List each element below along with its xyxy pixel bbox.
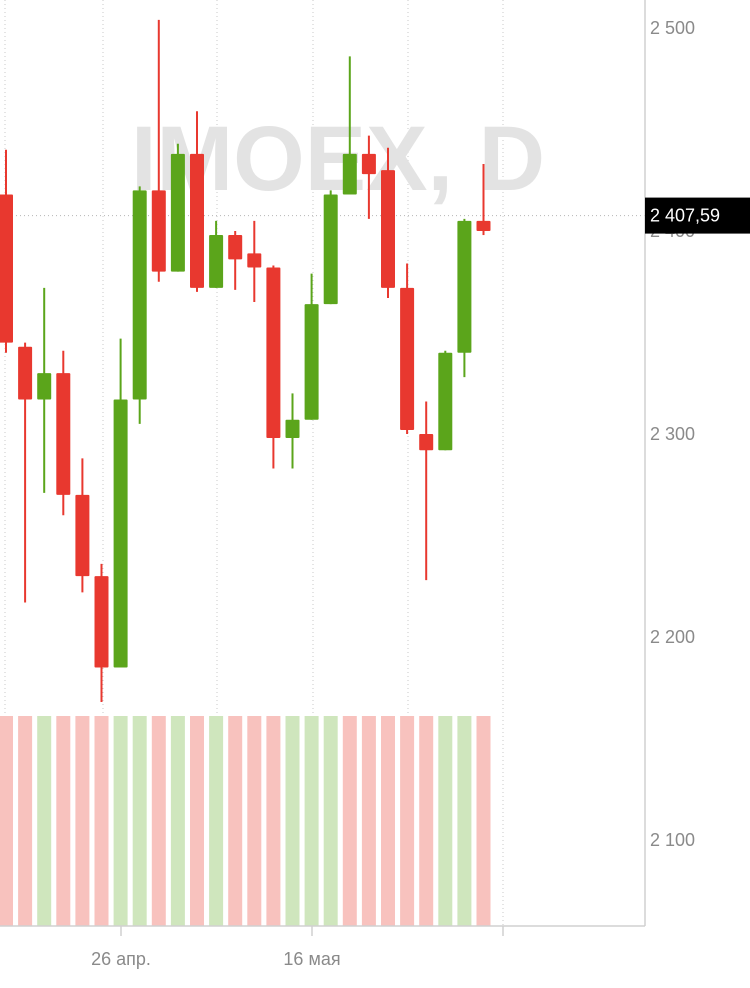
candle [209,220,224,288]
candle-body [94,576,109,668]
candle-body [190,153,204,288]
volume-bar [419,716,434,926]
volume-bar [94,716,109,926]
last-price-tag: 2 407,59 [645,197,750,234]
candle [170,143,185,272]
volume-bar [18,716,33,926]
volume-bar [323,716,338,926]
volume-bar [190,716,204,926]
volume-bar [37,716,52,926]
last-price-tag-background [645,197,750,234]
volume-bar [170,716,185,926]
candle [342,56,357,195]
candle-body [209,235,224,288]
candle [381,147,395,298]
candle-body [75,494,90,577]
candle-body [476,220,491,231]
volume-bar [381,716,395,926]
candle-body [266,267,281,439]
candle-body [381,170,395,288]
volume-bar [75,716,90,926]
candle [0,149,13,353]
candle [419,401,434,581]
candle-body [170,153,185,272]
candle [457,218,472,378]
volume-bar [151,716,166,926]
volume-bar [476,716,491,926]
candle [247,220,262,303]
x-tick-label: 26 апр. [91,949,151,969]
volume-bar [438,716,453,926]
volume-bar [132,716,147,926]
candle [476,164,491,236]
candle [113,338,128,668]
candle [132,186,147,424]
candle [304,273,319,420]
candles [0,19,491,702]
candle [190,111,204,292]
candle [438,350,453,451]
volume-bar [361,716,376,926]
volume-bar [400,716,415,926]
candle [228,231,243,290]
candle-body [304,304,319,420]
y-tick-label: 2 200 [650,627,695,647]
candle-body [56,373,71,495]
candle [266,265,281,469]
candle [323,190,338,305]
candle-body [132,190,147,400]
candle-body [228,235,243,260]
candle [94,563,109,702]
candle [18,342,33,603]
candle-body [323,194,338,305]
candle-body [285,419,300,439]
volume-bar [266,716,281,926]
candle [400,263,415,434]
y-tick-label: 2 100 [650,830,695,850]
x-axis-ticks: 26 апр. 16 мая [91,926,504,969]
axes [0,0,646,927]
candle-body [247,253,262,268]
candle [37,287,52,493]
volume-bar [209,716,224,926]
candle-body [438,352,453,451]
y-tick-label: 2 500 [650,18,695,38]
volume-bar [457,716,472,926]
candle [285,393,300,469]
x-tick-label: 16 мая [283,949,340,969]
candle [361,135,376,219]
candle [151,19,166,282]
candle-body [361,153,376,175]
candle-body [0,194,13,343]
volume-bar [304,716,319,926]
last-price-label: 2 407,59 [650,206,720,226]
candle-body [113,399,128,668]
volume-bar [247,716,262,926]
candle-body [18,346,33,400]
candle-body [419,434,434,451]
candle-body [400,287,415,430]
candle-body [457,220,472,353]
candle [75,458,90,593]
volume-bar [285,716,300,926]
candle-body [151,190,166,272]
candle-body [342,153,357,195]
volume-bar [113,716,128,926]
volume-bar [0,716,13,926]
candle-body [37,373,52,400]
volume-bar [56,716,71,926]
volume-bar [228,716,243,926]
candle [56,350,71,516]
y-tick-label: 2 300 [650,424,695,444]
volume-bars [0,716,491,926]
volume-bar [342,716,357,926]
